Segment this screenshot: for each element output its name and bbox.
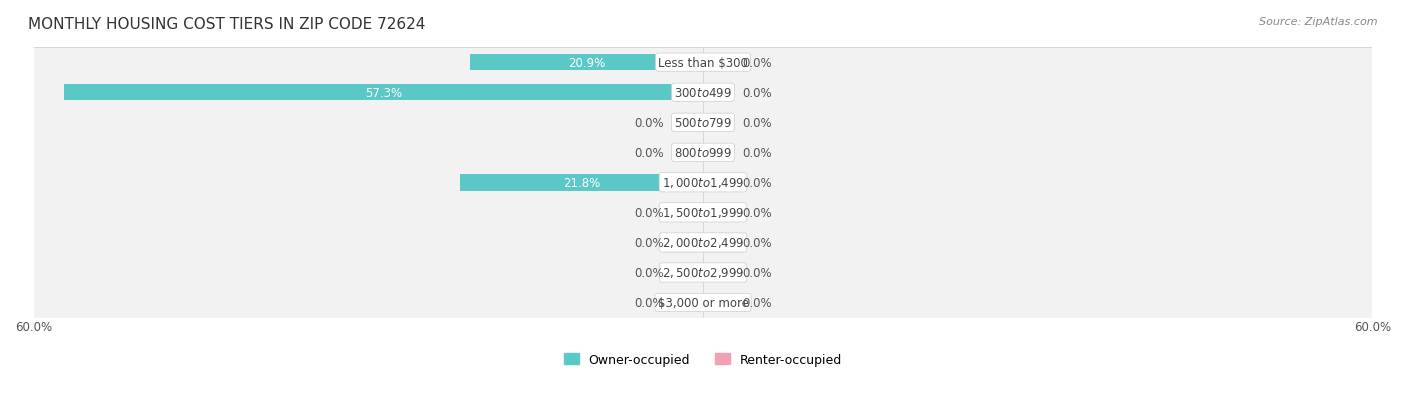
Text: 0.0%: 0.0% <box>634 266 664 279</box>
Bar <box>34 228 1372 258</box>
Text: 0.0%: 0.0% <box>742 206 772 219</box>
Text: $3,000 or more: $3,000 or more <box>658 296 748 309</box>
Text: 0.0%: 0.0% <box>634 206 664 219</box>
Text: $1,000 to $1,499: $1,000 to $1,499 <box>662 176 744 190</box>
Text: $1,000 to $1,499: $1,000 to $1,499 <box>662 176 744 190</box>
Text: $300 to $499: $300 to $499 <box>673 86 733 100</box>
Text: 0.0%: 0.0% <box>742 86 772 100</box>
Text: 0.0%: 0.0% <box>634 296 664 309</box>
Text: $800 to $999: $800 to $999 <box>673 147 733 159</box>
Legend: Owner-occupied, Renter-occupied: Owner-occupied, Renter-occupied <box>558 348 848 371</box>
Text: 0.0%: 0.0% <box>742 296 772 309</box>
Text: $3,000 or more: $3,000 or more <box>658 296 748 309</box>
Text: 0.0%: 0.0% <box>742 236 772 249</box>
Text: 0.0%: 0.0% <box>742 57 772 69</box>
Text: MONTHLY HOUSING COST TIERS IN ZIP CODE 72624: MONTHLY HOUSING COST TIERS IN ZIP CODE 7… <box>28 17 426 31</box>
Text: $500 to $799: $500 to $799 <box>673 116 733 129</box>
Text: 21.8%: 21.8% <box>562 176 600 190</box>
Bar <box>34 198 1372 228</box>
Text: 0.0%: 0.0% <box>742 266 772 279</box>
Bar <box>460 175 703 191</box>
Text: Source: ZipAtlas.com: Source: ZipAtlas.com <box>1260 17 1378 26</box>
Text: $1,500 to $1,999: $1,500 to $1,999 <box>662 206 744 220</box>
Bar <box>34 288 1372 318</box>
Text: 0.0%: 0.0% <box>742 147 772 159</box>
Bar <box>63 85 703 101</box>
Text: $800 to $999: $800 to $999 <box>673 147 733 159</box>
Text: 20.9%: 20.9% <box>568 57 605 69</box>
Text: $1,500 to $1,999: $1,500 to $1,999 <box>662 206 744 220</box>
Text: 0.0%: 0.0% <box>634 147 664 159</box>
Text: $2,500 to $2,999: $2,500 to $2,999 <box>662 266 744 280</box>
Text: $500 to $799: $500 to $799 <box>673 116 733 129</box>
Text: $300 to $499: $300 to $499 <box>673 86 733 100</box>
Text: 0.0%: 0.0% <box>742 116 772 129</box>
Text: 57.3%: 57.3% <box>364 86 402 100</box>
Bar <box>34 108 1372 138</box>
Text: Less than $300: Less than $300 <box>658 57 748 69</box>
Bar <box>34 168 1372 198</box>
Text: $2,000 to $2,499: $2,000 to $2,499 <box>662 236 744 250</box>
Bar <box>34 78 1372 108</box>
Bar <box>34 48 1372 78</box>
Bar <box>34 138 1372 168</box>
Text: Less than $300: Less than $300 <box>658 57 748 69</box>
Text: $2,000 to $2,499: $2,000 to $2,499 <box>662 236 744 250</box>
Bar <box>470 55 703 71</box>
Bar <box>34 258 1372 288</box>
Text: 0.0%: 0.0% <box>634 236 664 249</box>
Text: $2,500 to $2,999: $2,500 to $2,999 <box>662 266 744 280</box>
Text: 0.0%: 0.0% <box>742 176 772 190</box>
Text: 0.0%: 0.0% <box>634 116 664 129</box>
